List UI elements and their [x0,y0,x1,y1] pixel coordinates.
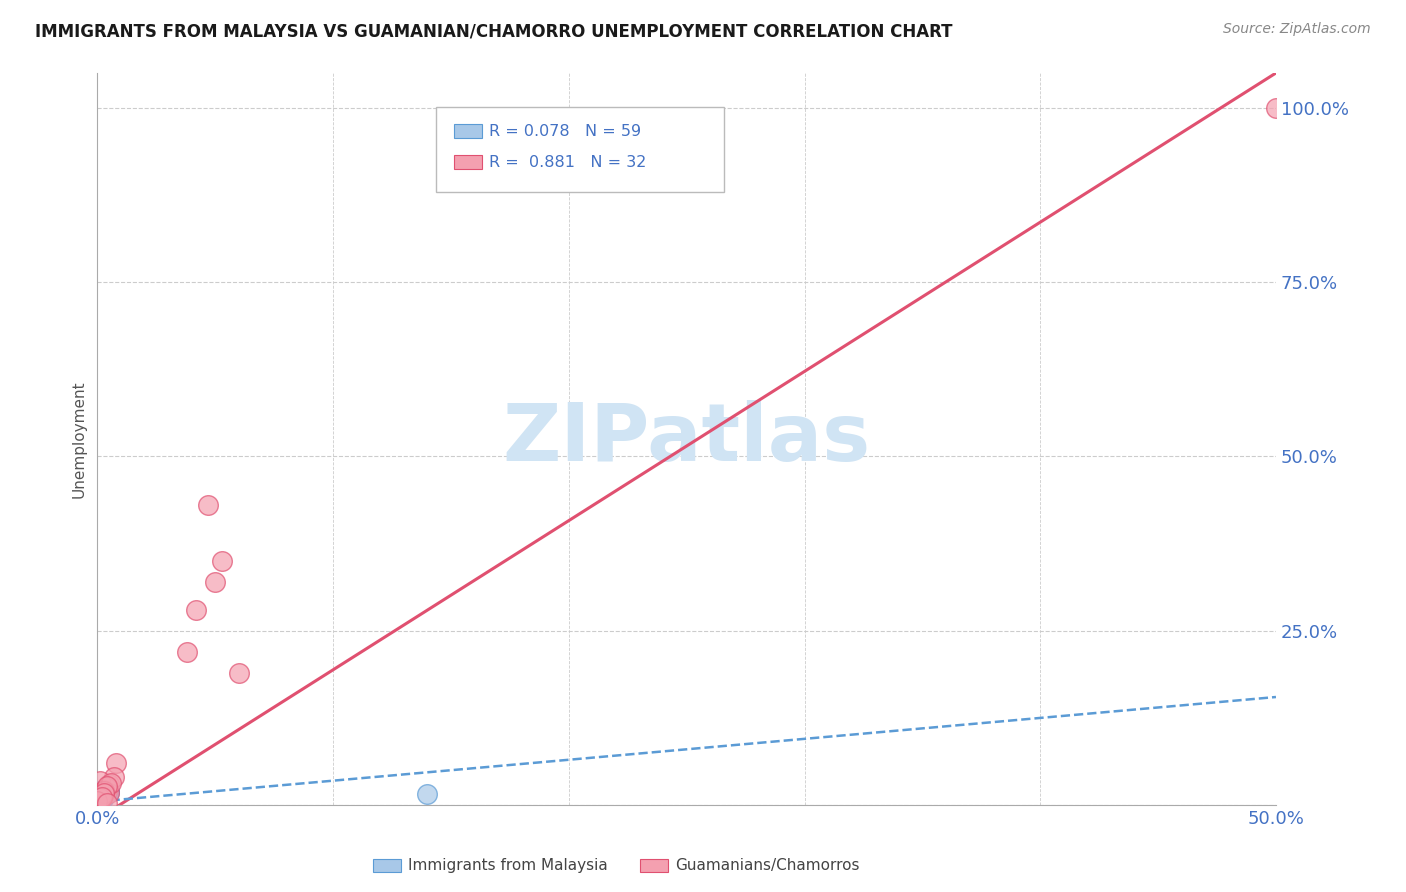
Point [89,793,111,807]
Point [89,794,111,808]
Point [89,792,111,806]
Point [86,795,108,809]
Point [98,784,121,798]
Text: Guamanians/Chamorros: Guamanians/Chamorros [675,858,859,872]
Point [100,776,122,790]
Point [89,795,111,809]
Point [86,795,108,809]
Point [93,789,115,803]
Point [91,789,114,804]
Point [176,645,198,659]
Point [105,756,128,771]
Point [91,791,114,805]
Point [89,773,111,788]
Point [89,795,111,809]
Point [96,780,118,795]
Y-axis label: Unemployment: Unemployment [72,380,86,498]
Point [93,789,115,803]
Point [197,498,219,512]
Point [89,792,111,806]
Point [91,792,114,806]
Point [93,789,115,804]
Point [96,779,118,793]
Text: Immigrants from Malaysia: Immigrants from Malaysia [408,858,607,872]
Text: R = 0.078   N = 59: R = 0.078 N = 59 [489,124,641,138]
Point [89,793,111,807]
Point [93,784,115,798]
Point [93,787,115,801]
Point [93,789,115,803]
Point [89,793,111,807]
Text: R =  0.881   N = 32: R = 0.881 N = 32 [489,155,647,169]
Point [91,792,114,806]
Point [89,794,111,808]
Point [93,789,115,803]
Point [1265,101,1288,115]
Point [211,554,233,568]
Point [93,789,115,803]
Point [91,790,114,805]
Point [86,797,108,811]
Point [91,789,114,804]
Point [89,792,111,806]
Point [186,603,208,617]
Point [86,797,108,811]
Point [416,787,439,801]
Point [96,785,118,799]
Point [89,784,111,798]
Point [91,788,114,802]
Point [86,796,108,810]
Point [98,785,121,799]
Point [93,789,115,804]
Point [96,786,118,800]
Point [89,796,111,810]
Point [103,770,125,784]
Point [98,785,121,799]
Point [93,785,115,799]
Text: IMMIGRANTS FROM MALAYSIA VS GUAMANIAN/CHAMORRO UNEMPLOYMENT CORRELATION CHART: IMMIGRANTS FROM MALAYSIA VS GUAMANIAN/CH… [35,22,953,40]
Point [204,574,226,589]
Point [89,796,111,810]
Point [86,797,108,812]
Point [86,797,108,811]
Point [91,793,114,807]
Point [86,797,108,812]
Point [86,796,108,810]
Point [89,794,111,808]
Text: Source: ZipAtlas.com: Source: ZipAtlas.com [1223,22,1371,37]
Text: ZIPatlas: ZIPatlas [502,400,870,478]
Point [89,795,111,809]
Point [89,794,111,808]
Point [91,791,114,805]
Point [96,784,118,798]
Point [89,795,111,809]
Point [91,790,114,805]
Point [93,789,115,803]
Point [86,791,108,805]
Point [93,788,115,802]
Point [96,796,118,810]
Point [228,665,250,680]
Point [98,777,121,791]
Point [89,795,111,809]
Point [89,795,111,809]
Point [91,789,114,804]
Point [91,792,114,806]
Point [89,791,111,805]
Point [93,782,115,797]
Point [89,793,111,807]
Point [86,795,108,809]
Point [93,788,115,802]
Point [86,797,108,812]
Point [96,786,118,800]
Point [96,785,118,799]
Point [86,794,108,808]
Point [91,789,114,804]
Point [91,790,114,805]
Point [91,791,114,805]
Point [91,791,114,805]
Point [93,787,115,801]
Point [93,788,115,802]
Point [91,792,114,806]
